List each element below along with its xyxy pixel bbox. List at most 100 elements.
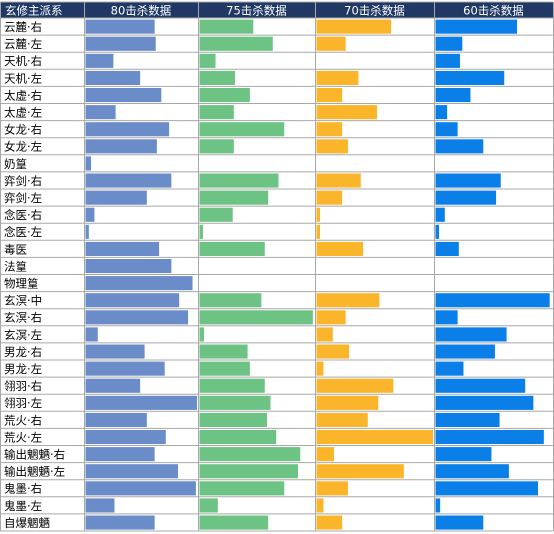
- row-label: 玄溟·右: [4, 311, 42, 325]
- bar-3-9: [435, 173, 501, 188]
- bar-3-20: [435, 361, 464, 376]
- bar-2-18: [316, 327, 333, 342]
- bar-3-23: [435, 412, 500, 427]
- bar-3-29: [435, 515, 484, 530]
- bar-0-7: [85, 139, 157, 154]
- row-label: 云麓·右: [4, 20, 42, 34]
- bar-1-28: [199, 498, 218, 513]
- bar-0-16: [85, 293, 180, 308]
- bar-0-13: [85, 241, 160, 256]
- bar-2-17: [316, 310, 346, 325]
- bar-2-11: [316, 207, 320, 222]
- bar-0-0: [85, 19, 155, 34]
- bar-0-27: [85, 481, 196, 496]
- bar-1-13: [199, 241, 265, 256]
- header-series-3: 60击杀数据: [463, 4, 524, 18]
- bar-3-4: [435, 88, 471, 103]
- bar-0-1: [85, 36, 156, 51]
- bar-2-12: [316, 224, 320, 239]
- bar-3-11: [435, 207, 445, 222]
- bar-3-2: [435, 53, 460, 68]
- row-label: 奶篁: [4, 157, 27, 171]
- bar-0-26: [85, 464, 179, 479]
- bar-3-3: [435, 70, 505, 85]
- bar-3-26: [435, 464, 509, 479]
- bar-0-8: [85, 156, 92, 171]
- bar-1-11: [199, 207, 233, 222]
- bar-1-6: [199, 122, 285, 137]
- bar-0-29: [85, 515, 155, 530]
- bar-0-11: [85, 207, 95, 222]
- bar-3-22: [435, 395, 534, 410]
- bar-2-21: [316, 378, 394, 393]
- bar-1-7: [199, 139, 234, 154]
- row-label: 玄溟·中: [4, 294, 42, 308]
- bar-1-12: [199, 224, 203, 239]
- header-background: [0, 2, 553, 18]
- bar-1-24: [199, 430, 277, 445]
- header-series-0: 80击杀数据: [111, 4, 172, 18]
- bar-0-17: [85, 310, 189, 325]
- row-label: 天机·左: [4, 71, 42, 85]
- bar-0-23: [85, 412, 147, 427]
- bar-1-0: [199, 19, 254, 34]
- row-label: 念医·右: [4, 208, 42, 222]
- bar-2-4: [316, 88, 343, 103]
- bar-1-22: [199, 395, 271, 410]
- bar-1-16: [199, 293, 262, 308]
- bar-3-12: [435, 224, 439, 239]
- bar-2-10: [316, 190, 343, 205]
- bar-3-13: [435, 241, 459, 256]
- bar-2-29: [316, 515, 343, 530]
- row-label: 物理篁: [4, 277, 39, 291]
- bar-2-9: [316, 173, 361, 188]
- bar-0-19: [85, 344, 145, 359]
- row-label: 念医·左: [4, 225, 42, 239]
- bar-0-14: [85, 259, 172, 274]
- bar-1-4: [199, 88, 250, 103]
- bar-1-21: [199, 378, 265, 393]
- bar-1-25: [199, 447, 301, 462]
- bar-0-2: [85, 53, 114, 68]
- bar-3-19: [435, 344, 495, 359]
- bar-0-15: [85, 276, 193, 291]
- row-label: 鬼墨·左: [4, 499, 42, 513]
- row-label: 输出魍魉·左: [4, 465, 65, 479]
- bar-1-10: [199, 190, 269, 205]
- bar-2-19: [316, 344, 350, 359]
- bar-0-4: [85, 88, 162, 103]
- bar-3-10: [435, 190, 497, 205]
- row-label: 荒火·左: [4, 430, 42, 444]
- bar-1-20: [199, 361, 250, 376]
- row-label: 女龙·右: [4, 123, 42, 137]
- bar-2-24: [316, 430, 433, 445]
- bar-3-7: [435, 139, 484, 154]
- row-label: 男龙·左: [4, 362, 42, 376]
- row-label: 荒火·右: [4, 413, 42, 427]
- bar-1-17: [199, 310, 313, 325]
- row-label: 太虚·左: [4, 106, 42, 120]
- bar-0-22: [85, 395, 197, 410]
- bar-2-20: [316, 361, 324, 376]
- bar-1-18: [199, 327, 205, 342]
- bar-0-6: [85, 122, 170, 137]
- bar-2-3: [316, 70, 359, 85]
- row-label: 翎羽·右: [4, 379, 42, 393]
- row-label: 云麓·左: [4, 37, 42, 51]
- bar-1-1: [199, 36, 273, 51]
- bar-0-20: [85, 361, 165, 376]
- bar-3-27: [435, 481, 539, 496]
- bar-2-7: [316, 139, 348, 154]
- bar-3-0: [435, 19, 518, 34]
- bar-1-27: [199, 481, 285, 496]
- bar-2-13: [316, 241, 364, 256]
- bar-2-1: [316, 36, 346, 51]
- bar-1-23: [199, 412, 268, 427]
- bar-1-5: [199, 105, 234, 120]
- bar-0-18: [85, 327, 98, 342]
- bar-3-18: [435, 327, 507, 342]
- row-label: 输出魍魉·右: [4, 448, 65, 462]
- bar-2-0: [316, 19, 392, 34]
- bar-1-2: [199, 53, 216, 68]
